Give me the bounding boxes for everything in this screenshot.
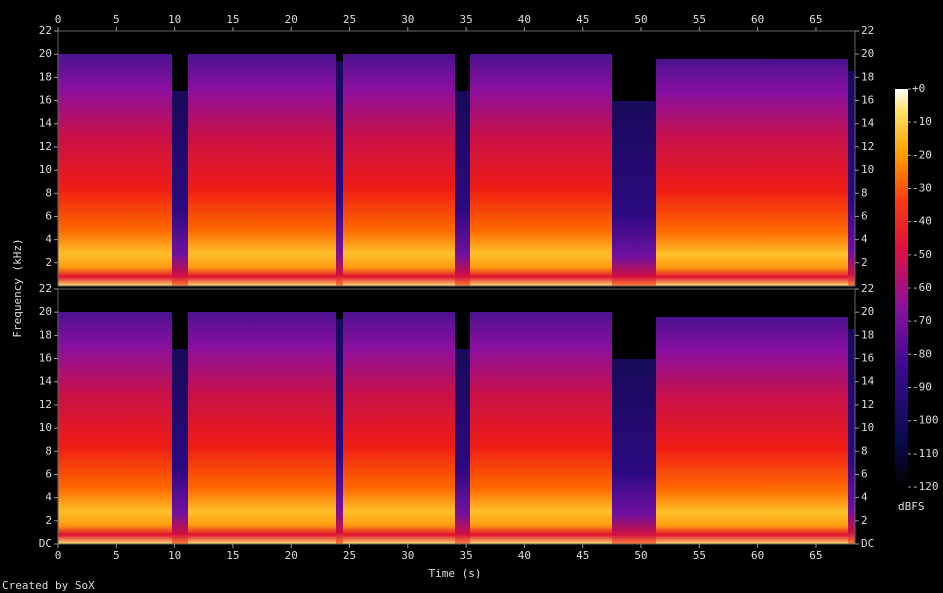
y-tick-label: DC [861, 537, 874, 550]
y-tick-label: 22 [861, 282, 874, 295]
y-tick-label: 6 [861, 467, 868, 480]
x-tick-label: 60 [751, 13, 764, 26]
x-tick-label: 10 [168, 549, 181, 562]
colorbar-tick-label: -70 [912, 314, 932, 327]
y-tick-label: 16 [861, 352, 874, 365]
y-tick-label: 8 [861, 444, 868, 457]
x-tick-label: 45 [576, 13, 589, 26]
colorbar-tick-label: +0 [912, 82, 925, 95]
x-tick-label: 55 [693, 549, 706, 562]
y-tick-label: 18 [861, 70, 874, 83]
y-tick-label: 4 [45, 233, 52, 246]
y-tick-label: 16 [861, 94, 874, 107]
y-tick-label: 16 [39, 94, 52, 107]
x-tick-label: 5 [113, 13, 120, 26]
colorbar-tick-label: -10 [912, 115, 932, 128]
plot-frame [57, 30, 856, 287]
colorbar [895, 89, 908, 487]
y-tick-label: 22 [39, 282, 52, 295]
y-tick-label: 12 [39, 140, 52, 153]
x-tick-label: 20 [285, 13, 298, 26]
colorbar-tick-label: -40 [912, 215, 932, 228]
colorbar-tick-label: -90 [912, 381, 932, 394]
x-tick-label: 15 [226, 549, 239, 562]
x-tick-label: 65 [809, 549, 822, 562]
x-tick-label: 40 [518, 549, 531, 562]
x-tick-label: 15 [226, 13, 239, 26]
plot-frame [57, 288, 856, 545]
x-tick-label: 0 [55, 13, 62, 26]
y-tick-label: 6 [861, 209, 868, 222]
y-tick-label: 2 [45, 256, 52, 269]
y-tick-label: 14 [861, 375, 875, 388]
y-tick-label: 18 [39, 328, 52, 341]
y-tick-label: 12 [861, 398, 874, 411]
colorbar-tick-label: -110 [912, 447, 939, 460]
y-tick-label: 20 [39, 47, 52, 60]
y-tick-label: 2 [45, 514, 52, 527]
colorbar-tick-label: -120 [912, 480, 939, 493]
y-axis-label: Frequency (kHz) [11, 238, 24, 337]
y-tick-label: 4 [861, 233, 868, 246]
colorbar-tick-label: -50 [912, 248, 932, 261]
x-tick-label: 45 [576, 549, 589, 562]
y-tick-label: 10 [39, 163, 52, 176]
x-tick-label: 10 [168, 13, 181, 26]
y-tick-label: 8 [861, 186, 868, 199]
colorbar-tick-label: -60 [912, 281, 932, 294]
y-tick-label: 4 [861, 491, 868, 504]
x-axis-label: Time (s) [429, 567, 482, 580]
y-tick-label: 10 [861, 163, 874, 176]
x-tick-label: 50 [634, 13, 647, 26]
y-tick-label: 20 [861, 305, 874, 318]
y-tick-label: 14 [861, 117, 875, 130]
x-tick-label: 30 [401, 13, 414, 26]
spectrogram-channel [58, 312, 855, 544]
y-tick-label: 8 [45, 444, 52, 457]
y-tick-label: 18 [39, 70, 52, 83]
y-tick-label: 2 [861, 256, 868, 269]
x-tick-label: 5 [113, 549, 120, 562]
x-tick-label: 55 [693, 13, 706, 26]
y-tick-label: 10 [861, 421, 874, 434]
colorbar-tick-label: -80 [912, 347, 932, 360]
y-tick-label: 22 [861, 24, 874, 37]
y-tick-label: 2 [861, 514, 868, 527]
y-tick-label: 20 [861, 47, 874, 60]
x-tick-label: 25 [343, 549, 356, 562]
y-tick-label: 22 [39, 24, 52, 37]
y-tick-label: 8 [45, 186, 52, 199]
y-tick-label: 10 [39, 421, 52, 434]
y-tick-label: 18 [861, 328, 874, 341]
x-tick-label: 50 [634, 549, 647, 562]
y-tick-label: 6 [45, 209, 52, 222]
x-tick-label: 20 [285, 549, 298, 562]
x-tick-label: 40 [518, 13, 531, 26]
y-tick-label: 16 [39, 352, 52, 365]
colorbar-label: dBFS [898, 500, 925, 513]
x-tick-label: 65 [809, 13, 822, 26]
colorbar-tick-label: -100 [912, 414, 939, 427]
x-tick-label: 30 [401, 549, 414, 562]
y-tick-label: 12 [861, 140, 874, 153]
y-tick-label: 6 [45, 467, 52, 480]
x-tick-label: 35 [459, 549, 472, 562]
x-tick-label: 0 [55, 549, 62, 562]
spectrogram-channel [58, 54, 855, 286]
y-tick-label: DC [39, 537, 52, 550]
y-tick-label: 12 [39, 398, 52, 411]
colorbar-tick-label: -20 [912, 148, 932, 161]
y-tick-label: 4 [45, 491, 52, 504]
x-tick-label: 25 [343, 13, 356, 26]
x-tick-label: 60 [751, 549, 764, 562]
y-tick-label: 14 [39, 375, 53, 388]
x-tick-label: 35 [459, 13, 472, 26]
y-tick-label: 20 [39, 305, 52, 318]
footer: Created by SoX [2, 579, 95, 592]
colorbar-tick-label: -30 [912, 182, 932, 195]
y-tick-label: 14 [39, 117, 53, 130]
